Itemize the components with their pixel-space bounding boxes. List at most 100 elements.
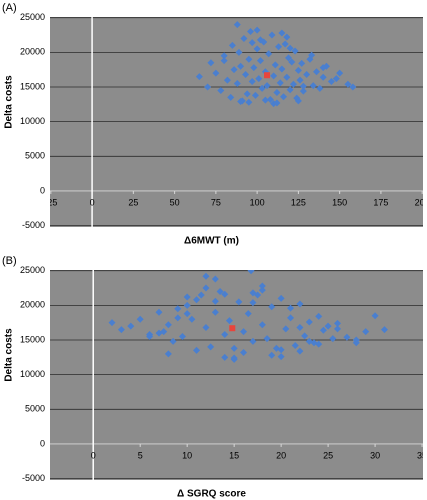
y-tick-label: 5000 <box>25 404 45 414</box>
data-point <box>235 48 243 56</box>
x-tick-label: 150 <box>332 197 347 207</box>
data-point <box>315 340 323 348</box>
data-point <box>237 62 245 70</box>
data-point <box>220 52 228 60</box>
data-point <box>296 300 304 308</box>
data-point <box>261 96 269 104</box>
data-point <box>296 347 304 355</box>
data-point <box>233 80 241 88</box>
x-axis-label: Δ6MWT (m) <box>184 236 239 247</box>
x-tick-label: 25 <box>323 450 333 460</box>
data-point <box>193 346 201 354</box>
data-point <box>183 301 191 309</box>
data-point <box>275 43 283 51</box>
y-tick-label: -5000 <box>22 220 45 230</box>
mean-point <box>264 72 271 79</box>
data-point <box>174 314 182 322</box>
data-point <box>249 299 257 307</box>
data-point <box>228 41 236 49</box>
data-point <box>258 321 266 329</box>
x-tick-label: 15 <box>229 450 239 460</box>
panel-title: (A) <box>2 2 17 14</box>
x-tick-label: 25 <box>128 197 138 207</box>
x-tick-label: 20 <box>276 450 286 460</box>
data-point <box>287 314 295 322</box>
x-tick-label: 75 <box>211 197 221 207</box>
data-point <box>283 73 291 81</box>
y-tick-label: 20000 <box>20 47 45 57</box>
data-point <box>289 80 297 88</box>
data-point <box>329 335 337 343</box>
x-tick-label: 30 <box>370 450 380 460</box>
data-point <box>380 326 388 334</box>
data-point <box>284 54 292 62</box>
data-point <box>268 351 276 359</box>
data-point <box>155 329 163 337</box>
data-point <box>164 350 172 358</box>
data-point <box>319 73 327 81</box>
data-point <box>202 324 210 332</box>
data-point <box>164 321 172 329</box>
y-tick-label: -5000 <box>22 473 45 483</box>
x-tick-label: 35 <box>417 450 427 460</box>
data-point <box>271 61 279 69</box>
data-point <box>334 325 342 333</box>
x-tick-label: 0 <box>90 197 95 207</box>
data-point <box>217 86 225 94</box>
data-point <box>230 354 238 362</box>
y-tick-label: 0 <box>40 438 45 448</box>
plot: -5 0 5 10 15 20 25 30 35 <box>50 270 427 480</box>
data-point <box>313 68 321 76</box>
data-point <box>263 335 271 343</box>
data-point <box>251 91 259 99</box>
data-point <box>221 353 229 361</box>
data-point <box>305 318 313 326</box>
x-tick-label: 0 <box>91 450 96 460</box>
panel-title: (B) <box>2 255 17 267</box>
data-point <box>233 21 241 29</box>
data-point <box>253 26 261 34</box>
y-axis-label: Delta costs <box>4 75 15 129</box>
data-point <box>216 287 224 295</box>
y-tick-label: 5000 <box>25 151 45 161</box>
x-tick-label: 10 <box>182 450 192 460</box>
data-point <box>256 36 264 44</box>
data-point <box>268 31 276 39</box>
data-point <box>299 87 307 95</box>
data-point <box>146 330 154 338</box>
data-point <box>332 75 340 83</box>
data-point <box>256 57 264 65</box>
x-tick-label: 200 <box>415 197 427 207</box>
y-tick-label: 25000 <box>20 12 45 22</box>
data-point <box>278 29 286 37</box>
data-point <box>211 308 219 316</box>
data-point <box>220 57 228 65</box>
y-tick-label: 0 <box>40 185 45 195</box>
data-point <box>294 97 302 105</box>
data-point <box>237 98 245 106</box>
data-point <box>282 325 290 333</box>
data-point <box>211 275 219 283</box>
data-point <box>278 65 286 73</box>
data-point <box>327 77 335 85</box>
y-tick-label: 15000 <box>20 334 45 344</box>
plot: -25 0 25 50 75 100 125 150 175 200 <box>50 17 427 227</box>
data-point <box>178 333 186 341</box>
data-point <box>207 343 215 351</box>
data-point <box>362 328 370 336</box>
data-point <box>309 82 317 90</box>
data-point <box>303 71 311 79</box>
data-point <box>286 44 294 52</box>
data-point <box>270 72 278 80</box>
data-point <box>336 69 344 77</box>
data-point <box>221 290 229 298</box>
data-point <box>273 89 281 97</box>
data-point <box>296 76 304 84</box>
data-point <box>283 33 291 41</box>
data-point <box>230 66 238 74</box>
data-point <box>268 303 276 311</box>
data-point <box>136 315 144 323</box>
data-point <box>301 332 309 340</box>
y-tick-label: 25000 <box>20 265 45 275</box>
data-point <box>263 82 271 90</box>
